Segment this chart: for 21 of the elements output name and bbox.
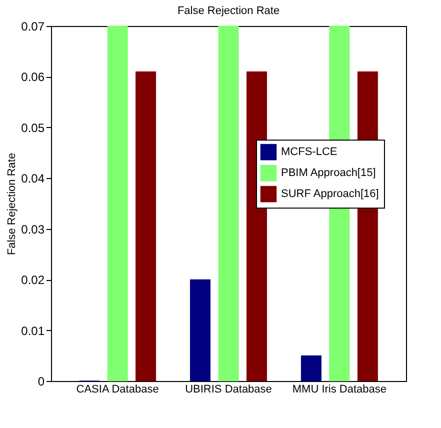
legend-label: PBIM Approach[15] <box>281 167 376 180</box>
y-axis-title: False Rejection Rate <box>6 152 18 256</box>
y-tick-label: 0.01 <box>21 324 45 338</box>
bar <box>190 279 211 382</box>
bar <box>136 71 156 382</box>
legend-label: MCFS-LCE <box>281 146 338 158</box>
bar <box>107 26 128 382</box>
bar <box>300 355 322 382</box>
x-tick-label: CASIA Database <box>76 384 159 396</box>
y-tick-label: 0.06 <box>21 70 45 84</box>
y-tick-label: 0.03 <box>21 222 45 236</box>
y-tick-label: 0.04 <box>21 172 45 186</box>
y-tick-label: 0.07 <box>21 20 45 34</box>
bar <box>218 26 239 382</box>
legend-label: SURF Approach[16] <box>281 188 379 200</box>
x-tick-label: MMU Iris Database <box>292 384 387 396</box>
chart-title: False Rejection Rate <box>177 5 280 17</box>
y-tick-label: 0.05 <box>21 120 45 135</box>
y-tick-label: 0 <box>38 374 45 388</box>
x-tick-label: UBIRIS Database <box>185 384 272 396</box>
y-tick-label: 0.02 <box>21 273 45 288</box>
